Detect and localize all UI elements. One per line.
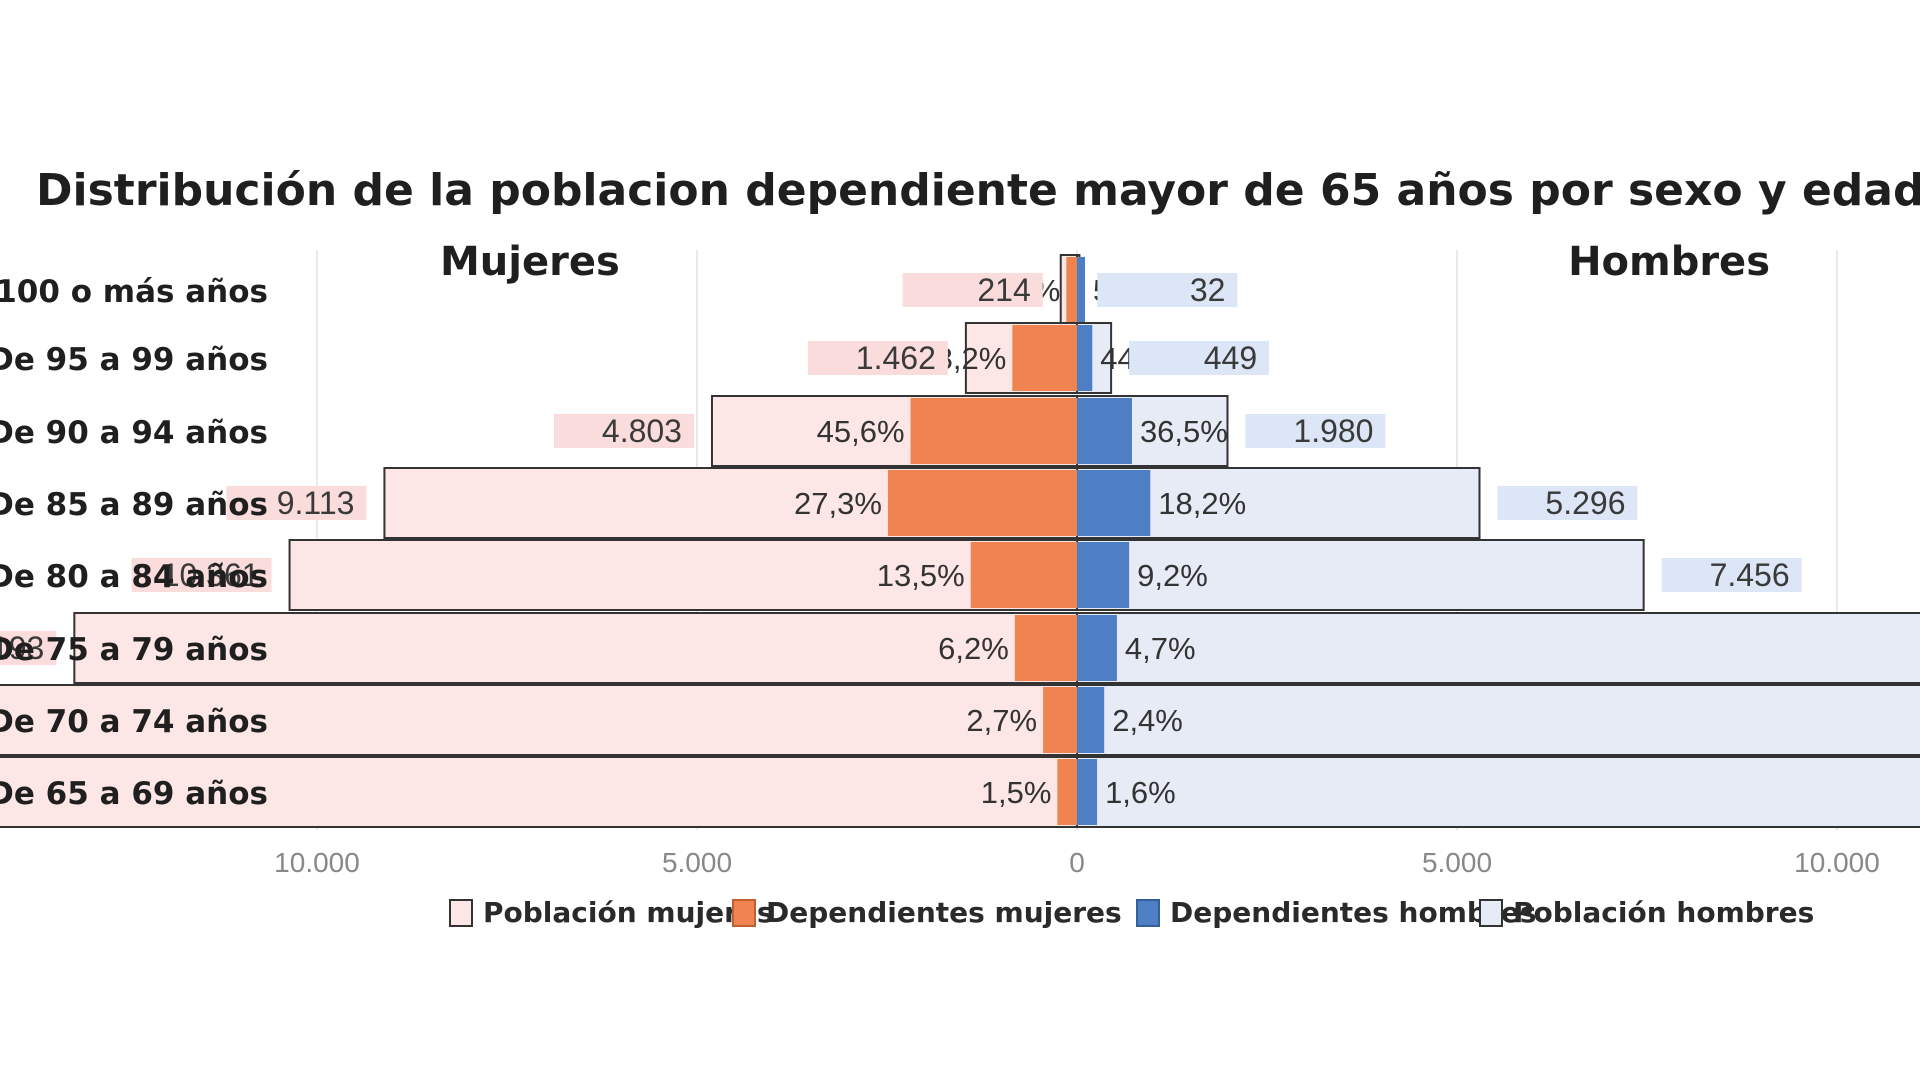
pct-label-women: 13,5% [877, 558, 965, 593]
age-label: De 70 a 74 años [0, 704, 268, 740]
label-bg-men [1661, 558, 1802, 592]
bar-population-women [0, 684, 1079, 756]
value-label-men: 1.980 [1293, 413, 1373, 449]
bar-dependents-women [887, 470, 1077, 536]
bar-dependents-men [1077, 257, 1085, 323]
pct-label-men: 1,6% [1105, 775, 1176, 810]
value-label-men: 7.456 [1710, 557, 1790, 593]
label-bg-men [1097, 273, 1238, 307]
label-bg-men [1497, 486, 1638, 520]
age-label: De 90 a 94 años [0, 415, 268, 451]
label-bg-women [0, 631, 57, 665]
value-label-women: 4.803 [602, 413, 682, 449]
bar-dependents-women [1057, 759, 1077, 825]
bar-population-men [1076, 756, 1920, 828]
pct-label-men: 2,4% [1112, 703, 1183, 738]
label-bg-men [1129, 341, 1270, 375]
value-label-women: 13.193 [0, 630, 44, 666]
legend-swatch [1479, 899, 1503, 927]
value-label-men: 449 [1204, 340, 1257, 376]
age-label: De 95 a 99 años [0, 342, 268, 378]
bars [0, 254, 1920, 828]
label-bg-women [226, 486, 367, 520]
value-label-women: 9.113 [277, 485, 355, 521]
value-labels: 65,4%53,1%2143258,2%44,8%1.46244945,6%36… [0, 272, 1802, 810]
legend-label: Dependientes mujeres [766, 896, 1122, 929]
age-label: De 80 a 84 años [0, 559, 268, 595]
bar-dependents-women [1043, 687, 1077, 753]
label-bg-men [1245, 414, 1386, 448]
left-side-label: Mujeres [440, 239, 620, 285]
value-label-men: 32 [1190, 272, 1226, 308]
bar-dependents-women [1014, 615, 1077, 681]
bar-population-men [1076, 684, 1920, 756]
bar-dependents-men [1077, 542, 1130, 608]
age-label: De 100 o más años [0, 274, 268, 310]
pct-label-men: 36,5% [1140, 414, 1228, 449]
legend-swatch [1136, 899, 1160, 927]
x-tick-label: 5.000 [662, 847, 732, 878]
bar-dependents-women [970, 542, 1077, 608]
value-label-women: 214 [977, 272, 1030, 308]
bar-dependents-men [1077, 470, 1151, 536]
bar-dependents-men [1077, 325, 1093, 391]
pct-label-women: 1,5% [981, 775, 1052, 810]
pct-label-men: 4,7% [1125, 631, 1196, 666]
bar-population-women [288, 539, 1078, 611]
legend-label: Población mujeres [483, 896, 774, 929]
bar-dependents-men [1077, 398, 1132, 464]
label-bg-women [807, 341, 948, 375]
value-label-women: 1.462 [856, 340, 936, 376]
bar-population-women [0, 756, 1078, 828]
bar-dependents-women [1066, 257, 1077, 323]
pct-label-men: 18,2% [1158, 486, 1246, 521]
pct-label-women: 2,7% [966, 703, 1037, 738]
bar-dependents-women [910, 398, 1077, 464]
label-bg-women [131, 558, 272, 592]
bar-dependents-men [1077, 615, 1117, 681]
age-labels: De 100 o más años De 95 a 99 años De 90 a … [0, 274, 268, 812]
chart-title: Distribución de la poblacion dependiente… [36, 165, 1920, 216]
pct-label-men: 9,2% [1137, 558, 1208, 593]
bar-dependents-women [1012, 325, 1077, 391]
legend-label: Población hombres [1513, 896, 1814, 929]
label-bg-women [902, 273, 1043, 307]
pct-label-women: 45,6% [817, 414, 905, 449]
age-label: De 85 a 89 años [0, 487, 268, 523]
value-label-women: 10.361 [162, 557, 260, 593]
age-label: De 65 a 69 años [0, 776, 268, 812]
x-tick-label: 0 [1069, 847, 1085, 878]
bar-population-men [1076, 539, 1645, 611]
legend-label: Dependientes hombres [1170, 896, 1536, 929]
value-label-men: 5.296 [1545, 485, 1625, 521]
bar-population-men [1076, 612, 1920, 684]
pct-label-women: 27,3% [794, 486, 882, 521]
bar-population-women [73, 612, 1079, 684]
pct-label-women: 6,2% [938, 631, 1009, 666]
label-bg-women [553, 414, 694, 448]
right-side-label: Hombres [1568, 239, 1770, 285]
legend-swatch [732, 899, 756, 927]
bar-dependents-men [1077, 759, 1098, 825]
bar-dependents-men [1077, 687, 1105, 753]
x-tick-label: 5.000 [1422, 847, 1492, 878]
x-tick-label: 10.000 [274, 847, 360, 878]
x-axis-ticks: 20.00015.00010.0005.00005.00010.00015.00… [274, 847, 1880, 878]
legend-swatch [449, 899, 473, 927]
age-label: De 75 a 79 años [0, 632, 268, 668]
x-tick-label: 10.000 [1794, 847, 1880, 878]
